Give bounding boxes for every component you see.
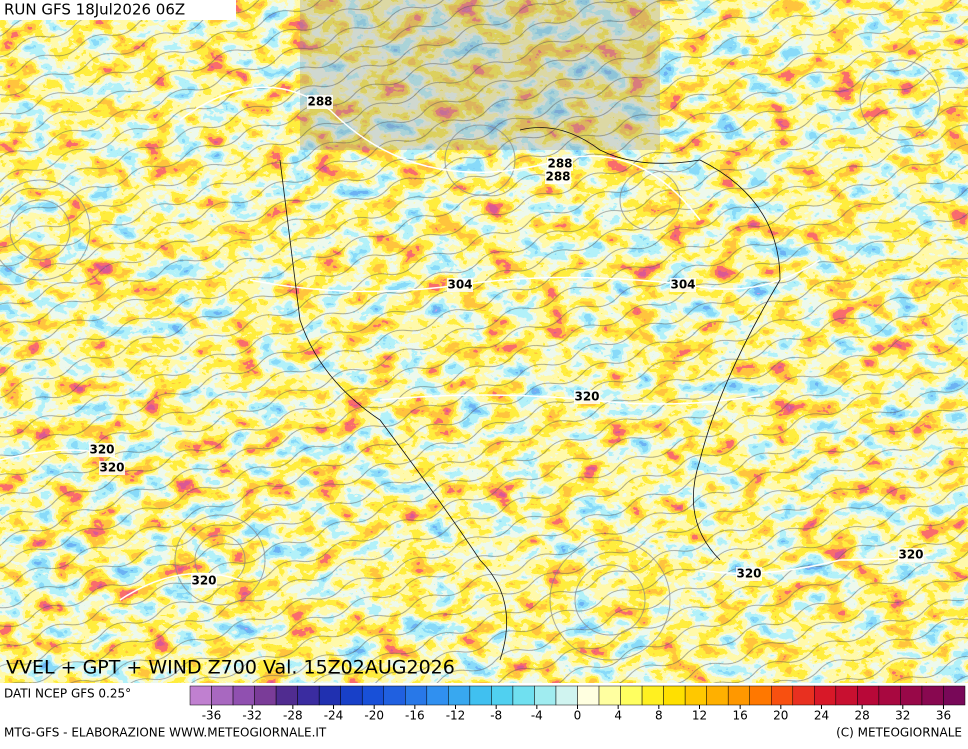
colorbar-segment xyxy=(641,685,664,706)
contour-label-bg xyxy=(89,443,115,457)
colorbar-segment xyxy=(512,685,535,706)
colorbar-tick-label: 12 xyxy=(692,709,707,723)
colorbar-segment xyxy=(749,685,772,706)
colorbar-segment xyxy=(448,685,471,706)
colorbar-segment xyxy=(275,685,298,706)
contour-label: 320 xyxy=(89,443,114,457)
data-source: DATI NCEP GFS 0.25° xyxy=(4,687,131,701)
colorbar-segment xyxy=(555,685,578,706)
colorbar-segment xyxy=(771,685,794,706)
colorbar-segment xyxy=(189,685,212,706)
contour-label-bg xyxy=(736,567,762,581)
colorbar-tick-label: 20 xyxy=(773,709,788,723)
contour-label: 320 xyxy=(736,567,761,581)
colorbar-segment xyxy=(943,685,966,706)
colorbar-segment xyxy=(900,685,923,706)
colorbar-segment xyxy=(469,685,492,706)
colorbar-segment xyxy=(878,685,901,706)
wind-streamlines xyxy=(0,0,968,683)
colorbar-tick-label: -4 xyxy=(531,709,543,723)
colorbar-tick-label: 36 xyxy=(936,709,951,723)
colorbar-tick-label: -16 xyxy=(405,709,425,723)
colorbar-segment xyxy=(297,685,320,706)
colorbar-segment xyxy=(684,685,707,706)
colorbar-segment xyxy=(792,685,815,706)
colorbar-segment xyxy=(232,685,255,706)
contour-label: 304 xyxy=(447,278,472,292)
run-label: RUN GFS 18Jul2026 06Z xyxy=(4,1,185,19)
colorbar-segment xyxy=(491,685,514,706)
colorbar-tick-label: -24 xyxy=(324,709,344,723)
colorbar-segment xyxy=(577,685,600,706)
colorbar-tick-label: -8 xyxy=(490,709,502,723)
contour-label: 288 xyxy=(307,95,332,109)
header-box xyxy=(0,0,236,20)
contour-label-bg xyxy=(898,548,924,562)
contour-label-bg xyxy=(545,170,571,184)
colorbar-tick-label: -32 xyxy=(242,709,262,723)
contour-label-bg xyxy=(547,157,573,171)
contour-label: 288 xyxy=(545,170,570,184)
colorbar-tick-label: 32 xyxy=(895,709,910,723)
colorbar-segment xyxy=(663,685,686,706)
colorbar-segment xyxy=(598,685,621,706)
footer-right: (C) METEOGIORNALE xyxy=(836,726,962,740)
colorbar-segment xyxy=(620,685,643,706)
colorbar-segment xyxy=(835,685,858,706)
contour-label-bg xyxy=(307,95,333,109)
colorbar-tick-label: 0 xyxy=(574,709,582,723)
contour-label-bg xyxy=(447,278,473,292)
coastlines xyxy=(279,127,781,661)
colorbar-tick-label: -36 xyxy=(202,709,222,723)
colorbar-segment xyxy=(921,685,944,706)
colorbar-segment xyxy=(534,685,557,706)
vortices xyxy=(0,59,941,661)
colorbar-segment xyxy=(706,685,729,706)
colorbar-tick-label: 8 xyxy=(655,709,663,723)
colorbar-segment xyxy=(426,685,449,706)
footer-left: MTG-GFS - ELABORAZIONE WWW.METEOGIORNALE… xyxy=(4,726,327,740)
colorbar-tick-label: 24 xyxy=(814,709,829,723)
colorbar-segment xyxy=(211,685,234,706)
contour-label-bg xyxy=(191,574,217,588)
colorbar-segment xyxy=(857,685,880,706)
colorbar: -36 -32 -28 -24 -20 -16 -12 -8 -4 0 4 8 12 16 20 24 28 32… xyxy=(189,685,966,723)
contour-label: 320 xyxy=(898,548,923,562)
colorbar-segment xyxy=(340,685,363,706)
colorbar-tick-label: -20 xyxy=(364,709,384,723)
colorbar-tick-label: -12 xyxy=(446,709,466,723)
colorbar-tick-label: 28 xyxy=(855,709,870,723)
contour-label: 304 xyxy=(670,278,695,292)
contour-label: 320 xyxy=(99,461,124,475)
colorbar-segment xyxy=(383,685,406,706)
contour-label-bg xyxy=(574,390,600,404)
colorbar-segment xyxy=(814,685,837,706)
colorbar-segment xyxy=(318,685,341,706)
contour-label-bg xyxy=(99,461,125,475)
colorbar-tick-label: -28 xyxy=(283,709,303,723)
contour-label: 288 xyxy=(547,157,572,171)
contour-label: 320 xyxy=(574,390,599,404)
colorbar-segment xyxy=(405,685,428,706)
contour-label-bg xyxy=(670,278,696,292)
colorbar-tick-label: 4 xyxy=(614,709,622,723)
colorbar-segment xyxy=(254,685,277,706)
contour-label: 320 xyxy=(191,574,216,588)
colorbar-segment xyxy=(727,685,750,706)
map-title: VVEL + GPT + WIND Z700 Val. 15Z02AUG2026 xyxy=(6,657,455,679)
colorbar-tick-label: 16 xyxy=(733,709,748,723)
colorbar-segment xyxy=(361,685,385,706)
